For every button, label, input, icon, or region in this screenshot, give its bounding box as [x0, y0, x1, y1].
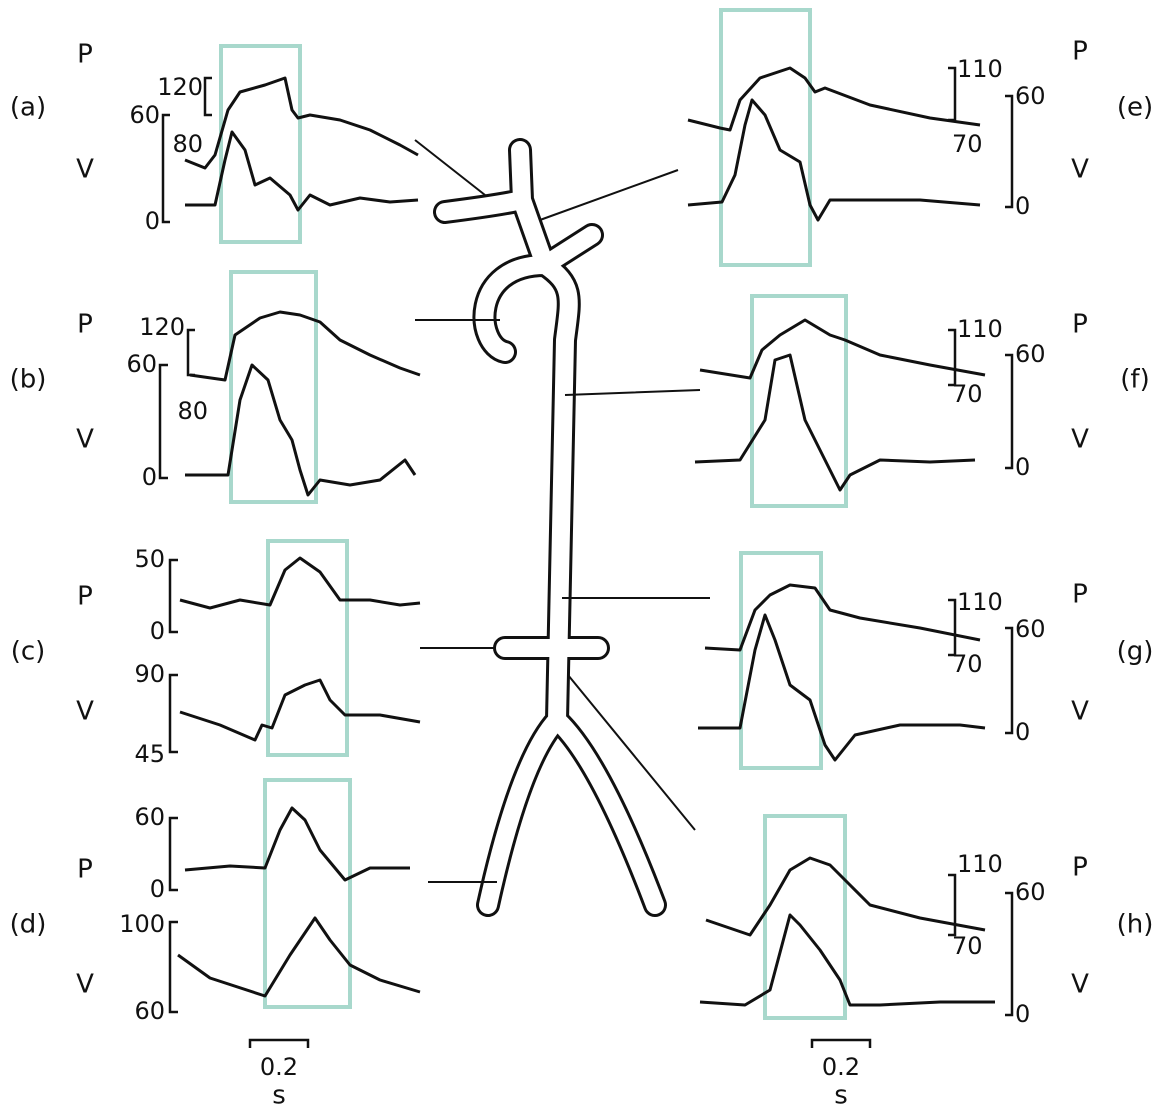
panel-label: (b) [10, 365, 47, 395]
scale-label: 120 [157, 73, 203, 101]
panel-label: (h) [1117, 910, 1154, 940]
arrows [414, 139, 710, 883]
scale-label: 110 [957, 588, 1003, 616]
scale-label: 60 [1015, 340, 1046, 368]
aorta-diagram [433, 138, 667, 917]
panel-label: (c) [11, 637, 46, 667]
scale-label: 70 [952, 650, 983, 678]
scale-label: 60 [1015, 82, 1046, 110]
scale-label: 0 [1015, 1000, 1030, 1028]
v-label: V [1071, 155, 1089, 185]
panel-label: (e) [1117, 93, 1153, 123]
scale-label: 0 [150, 875, 165, 903]
scale-label: 80 [172, 130, 203, 158]
scale-label: 110 [957, 850, 1003, 878]
v-label: V [76, 970, 94, 1000]
scale-label: 60 [126, 350, 157, 378]
scale-label: 110 [957, 55, 1003, 83]
scale-label: 0 [1015, 453, 1030, 481]
p-label: P [1072, 37, 1088, 67]
scale-label: 60 [1015, 615, 1046, 643]
scale-label: 0 [142, 463, 157, 491]
scale-label: 50 [134, 545, 165, 573]
p-label: P [1072, 580, 1088, 610]
v-label: V [76, 697, 94, 727]
labels: (a) P V 120 60 80 0 (b) P V 120 60 80 0 … [10, 37, 1154, 1108]
v-label: V [76, 425, 94, 455]
v-label: V [1071, 970, 1089, 1000]
p-label: P [1072, 853, 1088, 883]
scale-label: 70 [952, 130, 983, 158]
p-label: P [77, 582, 93, 612]
scale-label: 120 [139, 313, 185, 341]
waveforms [177, 66, 995, 1007]
scale-label: 110 [957, 315, 1003, 343]
time-bar-value: 0.2 [260, 1053, 298, 1081]
v-label: V [76, 155, 94, 185]
scale-label: 60 [134, 803, 165, 831]
time-bar-value: 0.2 [822, 1053, 860, 1081]
panel-label: (a) [10, 93, 46, 123]
scale-label: 0 [1015, 718, 1030, 746]
p-label: P [1072, 310, 1088, 340]
scale-label: 60 [129, 101, 160, 129]
scale-label: 80 [177, 397, 208, 425]
panel-label: (d) [10, 910, 47, 940]
panel-label: (f) [1120, 365, 1149, 395]
time-bar-unit: s [834, 1081, 848, 1108]
scale-label: 70 [952, 932, 983, 960]
v-label: V [1071, 697, 1089, 727]
scale-brackets [158, 66, 1014, 1048]
p-label: P [77, 40, 93, 70]
scale-label: 100 [119, 910, 165, 938]
scale-label: 60 [134, 997, 165, 1025]
scale-label: 0 [145, 207, 160, 235]
scale-label: 0 [150, 617, 165, 645]
scale-label: 70 [952, 380, 983, 408]
panel-label: (g) [1117, 637, 1154, 667]
scale-label: 45 [134, 740, 165, 768]
scale-label: 90 [134, 660, 165, 688]
scale-label: 0 [1015, 192, 1030, 220]
scale-label: 60 [1015, 878, 1046, 906]
p-label: P [77, 855, 93, 885]
time-windows [219, 8, 848, 1020]
v-label: V [1071, 425, 1089, 455]
p-label: P [77, 310, 93, 340]
time-bar-unit: s [272, 1081, 286, 1108]
